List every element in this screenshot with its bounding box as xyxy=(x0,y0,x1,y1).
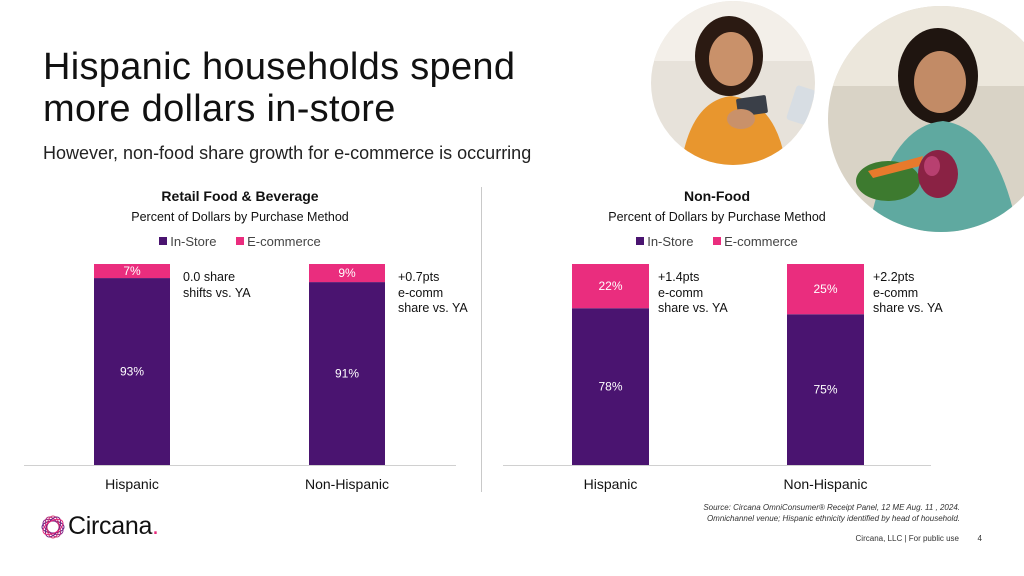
page-subtitle: However, non-food share growth for e-com… xyxy=(43,143,532,163)
chart-legend: In-Store E-commerce xyxy=(24,234,456,249)
logo-text: Circana xyxy=(68,512,153,540)
legend-label: In-Store xyxy=(647,234,694,249)
annotation-nonfood-non-hispanic: +2.2pts e-comm share vs. YA xyxy=(873,270,943,317)
data-label: 91% xyxy=(335,367,359,381)
category-label: Hispanic xyxy=(584,476,638,492)
legend-in-store: In-Store xyxy=(636,234,693,249)
legend-swatch xyxy=(636,237,645,245)
footer-text: Circana, LLC | For public use xyxy=(855,534,959,543)
category-label: Hispanic xyxy=(105,476,159,492)
chart-legend: In-Store E-commerce xyxy=(503,234,931,249)
chart-divider xyxy=(481,187,482,492)
annotation-line: e-comm xyxy=(398,285,444,300)
data-label: 78% xyxy=(598,380,622,394)
bar-e-commerce-hispanic xyxy=(572,264,649,309)
bar-e-commerce-hispanic xyxy=(94,264,170,279)
logo-dot: . xyxy=(152,512,159,540)
bar-in-store-non-hispanic xyxy=(787,314,864,465)
legend-in-store: In-Store xyxy=(159,234,216,249)
source-line: Omnichannel venue; Hispanic ethnicity id… xyxy=(706,514,960,523)
annotation-line: +2.2pts xyxy=(873,270,915,284)
data-label: 93% xyxy=(120,365,144,379)
data-label: 22% xyxy=(598,279,622,293)
circana-logo: Circana. xyxy=(40,512,159,541)
legend-swatch xyxy=(713,237,722,245)
circana-logo-icon xyxy=(41,515,65,538)
shopper-photo-card xyxy=(651,1,815,165)
annotation-line: share vs. YA xyxy=(398,301,468,315)
annotation-line: e-comm xyxy=(658,285,704,300)
data-label: 75% xyxy=(813,383,837,397)
bar-in-store-hispanic xyxy=(572,308,649,465)
legend-label: In-Store xyxy=(170,234,217,249)
annotation-food-hispanic: 0.0 share shifts vs. YA xyxy=(183,270,251,301)
chart-subtitle: Percent of Dollars by Purchase Method xyxy=(131,210,349,224)
legend-label: E-commerce xyxy=(247,234,321,249)
data-label: 7% xyxy=(123,264,141,278)
annotation-line: share vs. YA xyxy=(873,301,943,315)
annotation-line: share vs. YA xyxy=(658,301,728,315)
legend-swatch xyxy=(159,237,168,245)
shopper-photo-produce xyxy=(828,6,1024,232)
logo-wordmark: Circana. xyxy=(68,512,159,541)
chart-retail-food-beverage: Retail Food & Beverage Percent of Dollar… xyxy=(24,188,456,493)
bar-e-commerce-non-hispanic xyxy=(309,264,385,283)
bar-in-store-non-hispanic xyxy=(309,282,385,465)
chart-plot: 93% 7% Hispanic 91% 9% Non-Hispanic xyxy=(24,264,456,492)
source-note: Source: Circana OmniConsumer® Receipt Pa… xyxy=(703,502,960,524)
chart-non-food: Non-Food Percent of Dollars by Purchase … xyxy=(503,188,931,493)
annotation-line: 0.0 share xyxy=(183,270,236,284)
annotation-food-non-hispanic: +0.7pts e-comm share vs. YA xyxy=(398,270,468,317)
annotation-nonfood-hispanic: +1.4pts e-comm share vs. YA xyxy=(658,270,728,317)
chart-plot: 78% 22% Hispanic 75% 25% Non-Hispanic xyxy=(503,264,931,492)
annotation-line: shifts vs. YA xyxy=(183,285,251,300)
category-label: Non-Hispanic xyxy=(783,476,867,492)
bar-in-store-hispanic xyxy=(94,278,170,465)
annotation-line: +0.7pts xyxy=(398,270,440,284)
bar-e-commerce-non-hispanic xyxy=(787,264,864,315)
page-number: 4 xyxy=(977,534,982,543)
legend-label: E-commerce xyxy=(724,234,798,249)
annotation-line: e-comm xyxy=(873,285,919,300)
page-title: Hispanic households spend more dollars i… xyxy=(43,46,516,130)
chart-subtitle: Percent of Dollars by Purchase Method xyxy=(608,210,826,224)
legend-ecommerce: E-commerce xyxy=(236,234,321,249)
source-line: Source: Circana OmniConsumer® Receipt Pa… xyxy=(703,503,960,512)
legend-swatch xyxy=(236,237,245,245)
data-label: 25% xyxy=(813,282,837,296)
chart-title: Retail Food & Beverage xyxy=(161,188,319,204)
chart-title: Non-Food xyxy=(683,188,751,204)
data-label: 9% xyxy=(338,266,356,280)
category-label: Non-Hispanic xyxy=(305,476,389,492)
annotation-line: +1.4pts xyxy=(658,270,700,284)
legend-ecommerce: E-commerce xyxy=(713,234,798,249)
